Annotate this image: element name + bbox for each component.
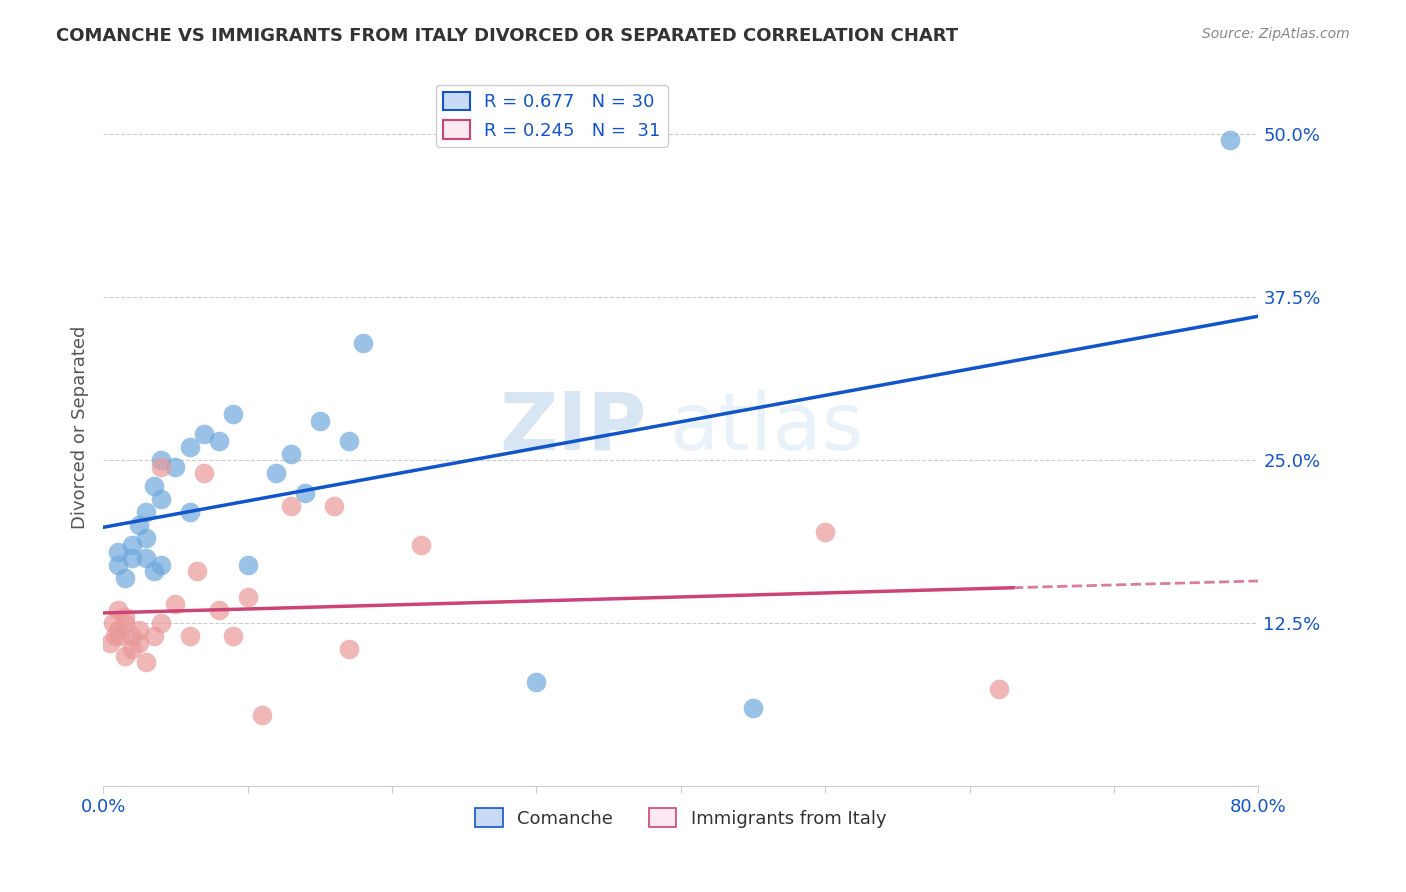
Point [165, 459, 187, 474]
Point [149, 492, 172, 507]
Point [236, 558, 259, 572]
Point [128, 518, 150, 533]
Text: COMANCHE VS IMMIGRANTS FROM ITALY DIVORCED OR SEPARATED CORRELATION CHART: COMANCHE VS IMMIGRANTS FROM ITALY DIVORC… [56, 27, 959, 45]
Point [104, 629, 127, 643]
Point [135, 551, 157, 566]
Point [337, 434, 360, 448]
Point [135, 532, 157, 546]
Y-axis label: Divorced or Separated: Divorced or Separated [72, 326, 89, 529]
Point [135, 656, 157, 670]
Point [114, 648, 136, 663]
Point [107, 603, 129, 617]
Text: ZIP: ZIP [499, 389, 647, 467]
Point [323, 499, 346, 513]
Point [114, 571, 136, 585]
Point [149, 453, 172, 467]
Point [110, 629, 132, 643]
Point [987, 681, 1010, 696]
Point [107, 544, 129, 558]
Point [142, 479, 165, 493]
Legend: Comanche, Immigrants from Italy: Comanche, Immigrants from Italy [468, 801, 893, 835]
Point [142, 564, 165, 578]
Point [128, 623, 150, 637]
Point [352, 335, 374, 350]
Point [121, 538, 143, 552]
Point [266, 466, 288, 480]
Point [103, 616, 125, 631]
Point [186, 564, 208, 578]
Point [409, 538, 432, 552]
Point [128, 636, 150, 650]
Point [107, 558, 129, 572]
Point [114, 616, 136, 631]
Point [236, 591, 259, 605]
Point [280, 447, 302, 461]
Point [280, 499, 302, 513]
Point [121, 629, 143, 643]
Point [121, 551, 143, 566]
Point [1219, 133, 1241, 147]
Point [208, 603, 231, 617]
Point [98, 636, 121, 650]
Point [114, 609, 136, 624]
Point [135, 505, 157, 519]
Text: atlas: atlas [669, 389, 863, 467]
Text: Source: ZipAtlas.com: Source: ZipAtlas.com [1202, 27, 1350, 41]
Point [142, 629, 165, 643]
Point [294, 485, 316, 500]
Point [193, 466, 215, 480]
Point [149, 459, 172, 474]
Point [107, 623, 129, 637]
Point [524, 675, 547, 690]
Point [165, 597, 187, 611]
Point [179, 505, 201, 519]
Point [222, 629, 245, 643]
Point [149, 558, 172, 572]
Point [222, 408, 245, 422]
Point [814, 524, 837, 539]
Point [193, 427, 215, 442]
Point [208, 434, 231, 448]
Point [179, 440, 201, 454]
Point [149, 616, 172, 631]
Point [337, 642, 360, 657]
Point [121, 642, 143, 657]
Point [308, 414, 330, 428]
Point [742, 701, 765, 715]
Point [250, 707, 273, 722]
Point [179, 629, 201, 643]
